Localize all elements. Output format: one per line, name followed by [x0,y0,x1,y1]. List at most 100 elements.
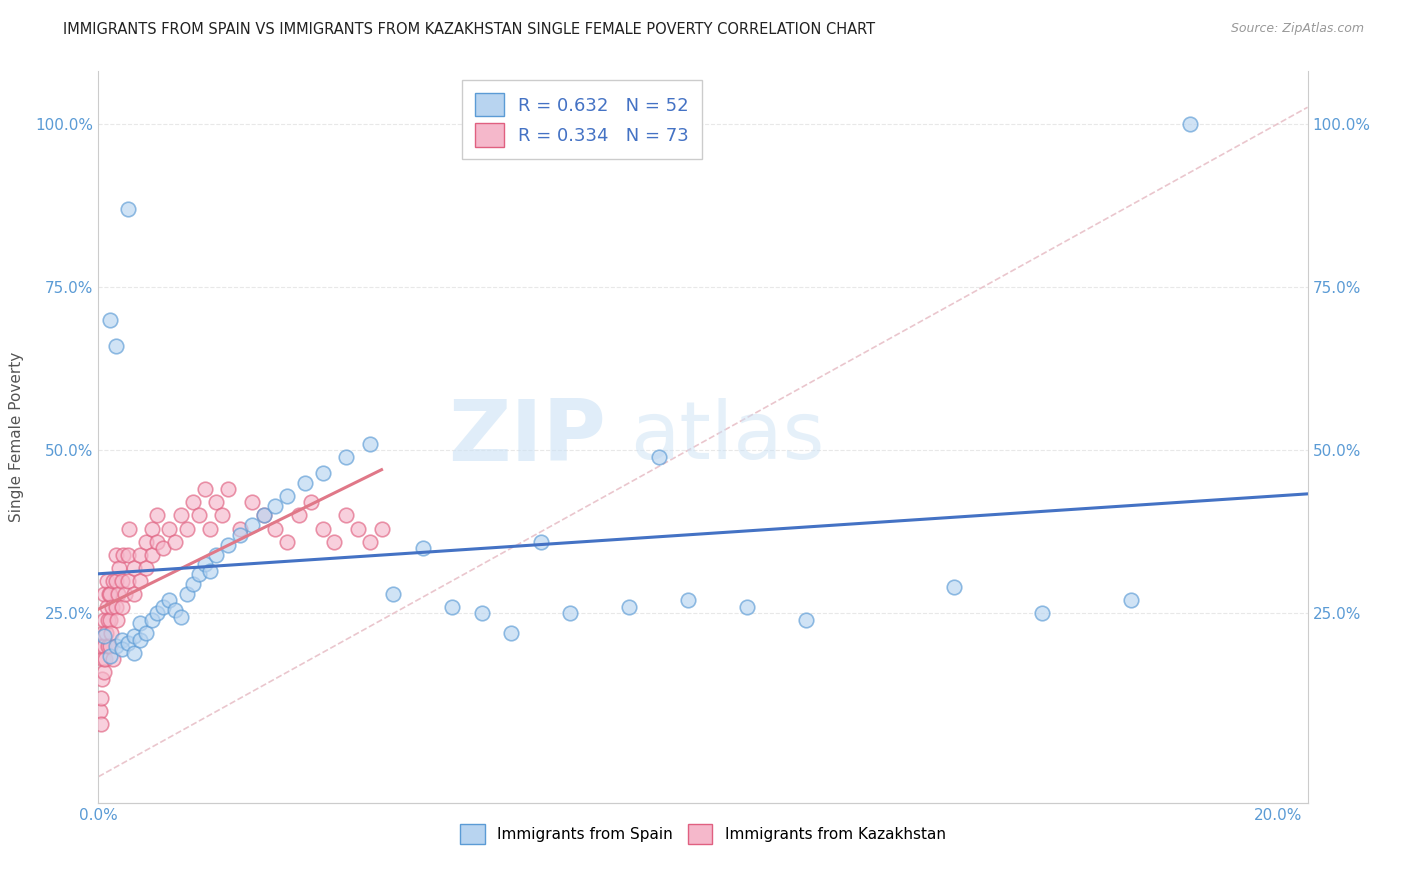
Immigrants from Kazakhstan [107,587,129,601]
Immigrants from Kazakhstan [288,508,311,523]
Immigrants from Spain [176,587,198,601]
Immigrants from Spain [122,629,145,643]
Text: IMMIGRANTS FROM SPAIN VS IMMIGRANTS FROM KAZAKHSTAN SINGLE FEMALE POVERTY CORREL: IMMIGRANTS FROM SPAIN VS IMMIGRANTS FROM… [63,22,876,37]
Legend: Immigrants from Spain, Immigrants from Kazakhstan: Immigrants from Spain, Immigrants from K… [454,818,952,850]
Immigrants from Spain [530,534,553,549]
Immigrants from Kazakhstan [122,560,145,574]
Immigrants from Kazakhstan [91,652,114,666]
Immigrants from Kazakhstan [108,560,131,574]
Immigrants from Spain [93,629,115,643]
Immigrants from Kazakhstan [276,534,298,549]
Immigrants from Kazakhstan [111,574,134,588]
Immigrants from Spain [152,599,174,614]
Immigrants from Spain [135,626,157,640]
Immigrants from Kazakhstan [114,587,136,601]
Immigrants from Kazakhstan [299,495,322,509]
Immigrants from Kazakhstan [94,626,117,640]
Immigrants from Spain [311,466,333,480]
Immigrants from Kazakhstan [181,495,204,509]
Immigrants from Spain [619,599,641,614]
Immigrants from Spain [141,613,163,627]
Immigrants from Kazakhstan [311,521,333,535]
Immigrants from Spain [501,626,523,640]
Immigrants from Kazakhstan [347,521,370,535]
Immigrants from Kazakhstan [90,717,112,731]
Immigrants from Kazakhstan [264,521,287,535]
Immigrants from Spain [217,538,239,552]
Immigrants from Kazakhstan [323,534,346,549]
Immigrants from Kazakhstan [96,599,118,614]
Immigrants from Kazakhstan [170,508,193,523]
Immigrants from Spain [111,632,134,647]
Immigrants from Spain [648,450,671,464]
Immigrants from Kazakhstan [211,508,233,523]
Immigrants from Spain [678,593,700,607]
Immigrants from Spain [335,450,357,464]
Immigrants from Kazakhstan [93,639,115,653]
Immigrants from Kazakhstan [91,672,114,686]
Immigrants from Kazakhstan [97,639,120,653]
Immigrants from Spain [560,607,582,621]
Immigrants from Kazakhstan [100,626,122,640]
Immigrants from Spain [735,599,758,614]
Immigrants from Spain [128,632,150,647]
Immigrants from Spain [187,567,209,582]
Immigrants from Spain [122,646,145,660]
Immigrants from Kazakhstan [141,521,163,535]
Immigrants from Spain [412,541,434,555]
Immigrants from Spain [794,613,817,627]
Immigrants from Spain [1178,117,1201,131]
Immigrants from Kazakhstan [240,495,263,509]
Immigrants from Kazakhstan [105,613,128,627]
Immigrants from Kazakhstan [176,521,198,535]
Immigrants from Kazakhstan [187,508,209,523]
Immigrants from Kazakhstan [105,599,128,614]
Immigrants from Kazakhstan [152,541,174,555]
Immigrants from Spain [117,636,139,650]
Immigrants from Kazakhstan [157,521,180,535]
Text: Source: ZipAtlas.com: Source: ZipAtlas.com [1230,22,1364,36]
Immigrants from Kazakhstan [105,574,128,588]
Immigrants from Kazakhstan [112,548,135,562]
Immigrants from Kazakhstan [359,534,381,549]
Immigrants from Kazakhstan [90,691,112,706]
Immigrants from Spain [359,436,381,450]
Immigrants from Kazakhstan [370,521,392,535]
Immigrants from Kazakhstan [111,599,134,614]
Immigrants from Kazakhstan [97,613,120,627]
Immigrants from Kazakhstan [105,548,128,562]
Immigrants from Kazakhstan [93,587,115,601]
Immigrants from Kazakhstan [101,599,124,614]
Immigrants from Spain [276,489,298,503]
Immigrants from Spain [942,580,965,594]
Immigrants from Spain [471,607,494,621]
Immigrants from Kazakhstan [146,534,169,549]
Immigrants from Spain [264,499,287,513]
Immigrants from Spain [157,593,180,607]
Immigrants from Kazakhstan [165,534,187,549]
Text: ZIP: ZIP [449,395,606,479]
Immigrants from Kazakhstan [122,587,145,601]
Immigrants from Spain [240,518,263,533]
Immigrants from Kazakhstan [90,639,112,653]
Immigrants from Kazakhstan [98,587,121,601]
Immigrants from Kazakhstan [252,508,274,523]
Immigrants from Kazakhstan [128,574,150,588]
Immigrants from Spain [181,577,204,591]
Immigrants from Kazakhstan [98,613,121,627]
Immigrants from Kazakhstan [93,613,115,627]
Immigrants from Kazakhstan [117,574,139,588]
Immigrants from Spain [229,528,252,542]
Immigrants from Spain [252,508,274,523]
Immigrants from Spain [117,202,139,216]
Immigrants from Kazakhstan [98,587,121,601]
Immigrants from Kazakhstan [128,548,150,562]
Immigrants from Spain [1031,607,1053,621]
Immigrants from Kazakhstan [217,483,239,497]
Immigrants from Spain [194,558,217,572]
Immigrants from Kazakhstan [141,548,163,562]
Immigrants from Spain [98,648,121,663]
Immigrants from Kazakhstan [98,639,121,653]
Immigrants from Kazakhstan [194,483,217,497]
Immigrants from Kazakhstan [89,705,111,719]
